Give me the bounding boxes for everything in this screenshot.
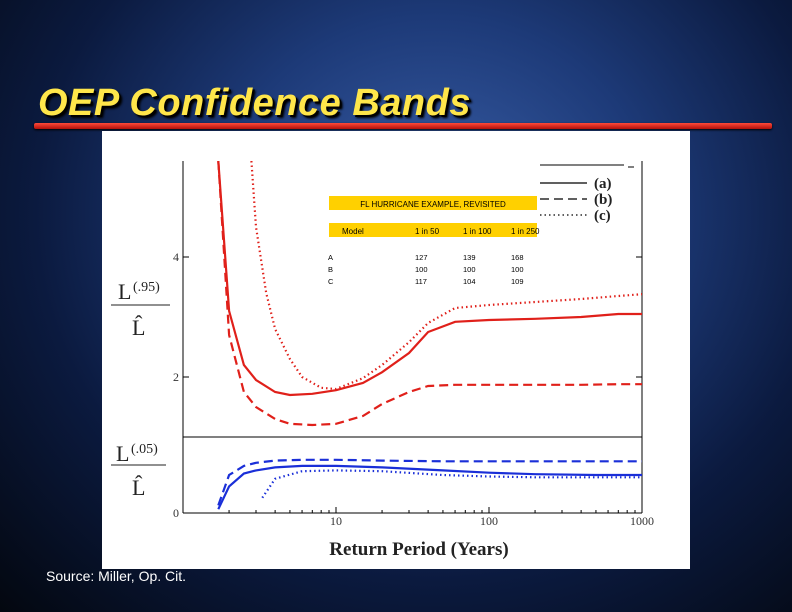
x-axis: 10 100 1000 bbox=[228, 507, 654, 528]
inset-cell: 109 bbox=[511, 277, 524, 286]
inset-table: FL HURRICANE EXAMPLE, REVISITED Model 1 i… bbox=[328, 196, 540, 286]
inset-header-cell: 1 in 50 bbox=[415, 227, 440, 236]
upper-y-label-denominator: L̂ bbox=[132, 315, 145, 340]
inset-table-title-bar bbox=[329, 196, 537, 210]
inset-cell: 139 bbox=[463, 253, 476, 262]
inset-cell: 168 bbox=[511, 253, 524, 262]
inset-cell: B bbox=[328, 265, 333, 274]
inset-table-title: FL HURRICANE EXAMPLE, REVISITED bbox=[360, 200, 506, 209]
inset-header-cell: 1 in 250 bbox=[511, 227, 540, 236]
upper-y-label-numerator: L bbox=[118, 279, 131, 304]
lower-y-label-superscript: (.05) bbox=[131, 442, 158, 457]
lower-y-label-denominator: L̂ bbox=[132, 475, 145, 500]
lower-series-solid bbox=[217, 464, 642, 510]
upper-series-dashed bbox=[217, 161, 642, 427]
x-tick-label: 100 bbox=[480, 514, 498, 528]
lower-series-group bbox=[217, 458, 642, 510]
inset-cell: 117 bbox=[415, 277, 427, 286]
lower-series-dashed bbox=[217, 458, 642, 506]
upper-series-dotted bbox=[250, 161, 642, 391]
legend-label: (c) bbox=[594, 208, 611, 224]
y-tick-label: 0 bbox=[173, 506, 179, 520]
y-tick-label: 4 bbox=[173, 250, 179, 264]
x-tick-label: 10 bbox=[330, 514, 342, 528]
lower-y-label-numerator: L bbox=[116, 441, 129, 466]
lower-y-label: L (.05) L̂ bbox=[111, 441, 166, 500]
lower-y-axis: 0 bbox=[173, 506, 642, 520]
x-tick-label: 1000 bbox=[630, 514, 654, 528]
inset-cell: 127 bbox=[415, 253, 428, 262]
inset-cell: 100 bbox=[415, 265, 428, 274]
inset-header-cell: 1 in 100 bbox=[463, 227, 492, 236]
inset-table-header-bar bbox=[329, 223, 537, 237]
upper-series-group bbox=[217, 161, 642, 427]
lower-series-dotted bbox=[261, 469, 642, 499]
legend-label: (b) bbox=[594, 192, 612, 208]
upper-y-label-superscript: (.95) bbox=[133, 280, 160, 295]
x-axis-label: Return Period (Years) bbox=[329, 539, 508, 560]
inset-cell: 104 bbox=[463, 277, 476, 286]
inset-cell: 100 bbox=[511, 265, 524, 274]
oep-chart: 24 0 10 100 1000 L (.95) L̂ L (.05) L̂ Ret… bbox=[111, 161, 654, 560]
upper-y-axis: 24 bbox=[173, 250, 642, 384]
slide-title: OEP Confidence Bands bbox=[38, 82, 471, 124]
legend: (a)(b)(c) bbox=[540, 164, 634, 224]
upper-series-solid bbox=[217, 161, 642, 397]
upper-y-label: L (.95) L̂ bbox=[111, 279, 170, 340]
legend-label: (a) bbox=[594, 176, 612, 192]
inset-header-cell: Model bbox=[342, 227, 364, 236]
title-divider bbox=[34, 123, 772, 129]
inset-cell: 100 bbox=[463, 265, 476, 274]
inset-cell: A bbox=[328, 253, 333, 262]
inset-cell: C bbox=[328, 277, 334, 286]
source-note: Source: Miller, Op. Cit. bbox=[46, 568, 187, 584]
y-tick-label: 2 bbox=[173, 370, 179, 384]
